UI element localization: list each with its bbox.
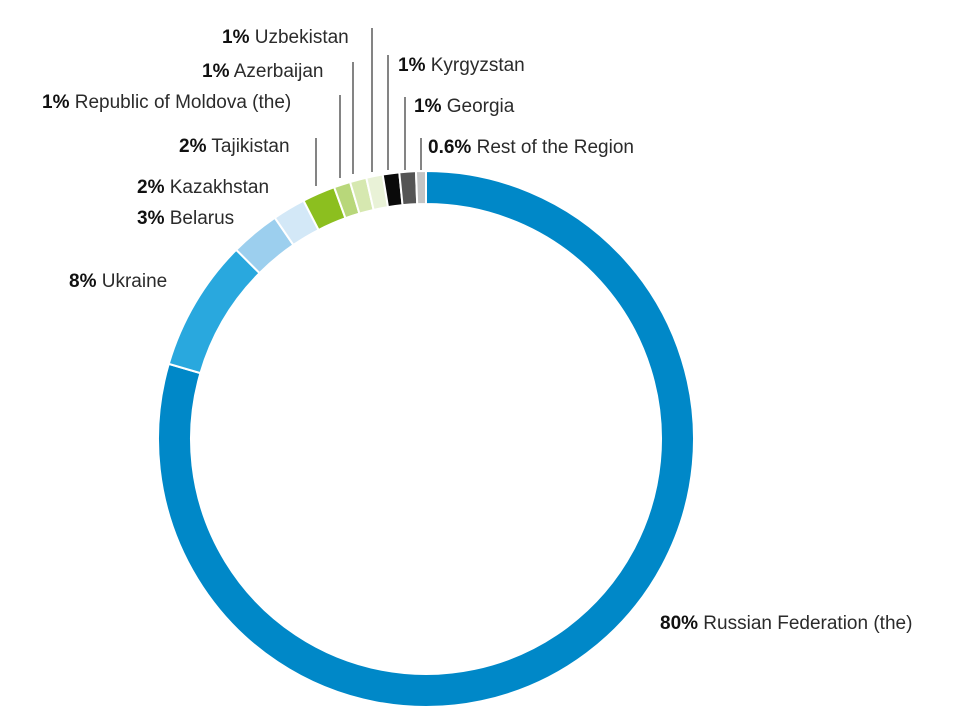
slice-country: Tajikistan [206, 136, 289, 157]
slice-label: 3% Belarus [137, 208, 234, 229]
slice-label: 1% Uzbekistan [222, 27, 349, 48]
slice-percent: 1% [398, 55, 426, 76]
slice-country: Kyrgyzstan [425, 55, 524, 76]
slice-percent: 0.6% [428, 137, 471, 158]
slice-country: Belarus [164, 208, 234, 229]
slice-percent: 80% [660, 613, 698, 634]
slice-label: 2% Kazakhstan [137, 177, 269, 198]
slice-rest-of-the-region [414, 169, 427, 206]
slice-label: 0.6% Rest of the Region [428, 137, 634, 158]
slice-percent: 2% [137, 177, 165, 198]
slice-label: 80% Russian Federation (the) [660, 613, 912, 634]
slice-label: 8% Ukraine [69, 271, 167, 292]
slice-country: Georgia [441, 96, 514, 117]
slice-country: Republic of Moldova (the) [69, 92, 291, 113]
slice-country: Uzbekistan [249, 27, 348, 48]
slice-percent: 1% [202, 61, 230, 82]
slice-percent: 2% [179, 136, 207, 157]
slice-country: Russian Federation (the) [698, 613, 912, 634]
slice-country: Ukraine [96, 271, 167, 292]
donut-slices [157, 169, 695, 708]
leader-lines [315, 28, 422, 186]
slice-percent: 1% [42, 92, 70, 113]
slice-label: 1% Republic of Moldova (the) [42, 92, 291, 113]
slice-ukraine [167, 248, 261, 375]
slice-percent: 1% [414, 96, 442, 117]
slice-label: 2% Tajikistan [179, 136, 290, 157]
slice-georgia [398, 170, 419, 207]
slice-russian-federation-the [157, 169, 695, 708]
slice-label: 1% Georgia [414, 96, 515, 117]
slice-label: 1% Kyrgyzstan [398, 55, 525, 76]
slice-country: Azerbaijan [229, 61, 323, 82]
slice-country: Rest of the Region [471, 137, 634, 158]
slice-labels: 80% Russian Federation (the) 8% Ukraine 3%… [42, 27, 912, 634]
slice-percent: 1% [222, 27, 250, 48]
slice-percent: 3% [137, 208, 165, 229]
slice-country: Kazakhstan [164, 177, 269, 198]
slice-percent: 8% [69, 271, 97, 292]
slice-label: 1% Azerbaijan [202, 61, 323, 82]
